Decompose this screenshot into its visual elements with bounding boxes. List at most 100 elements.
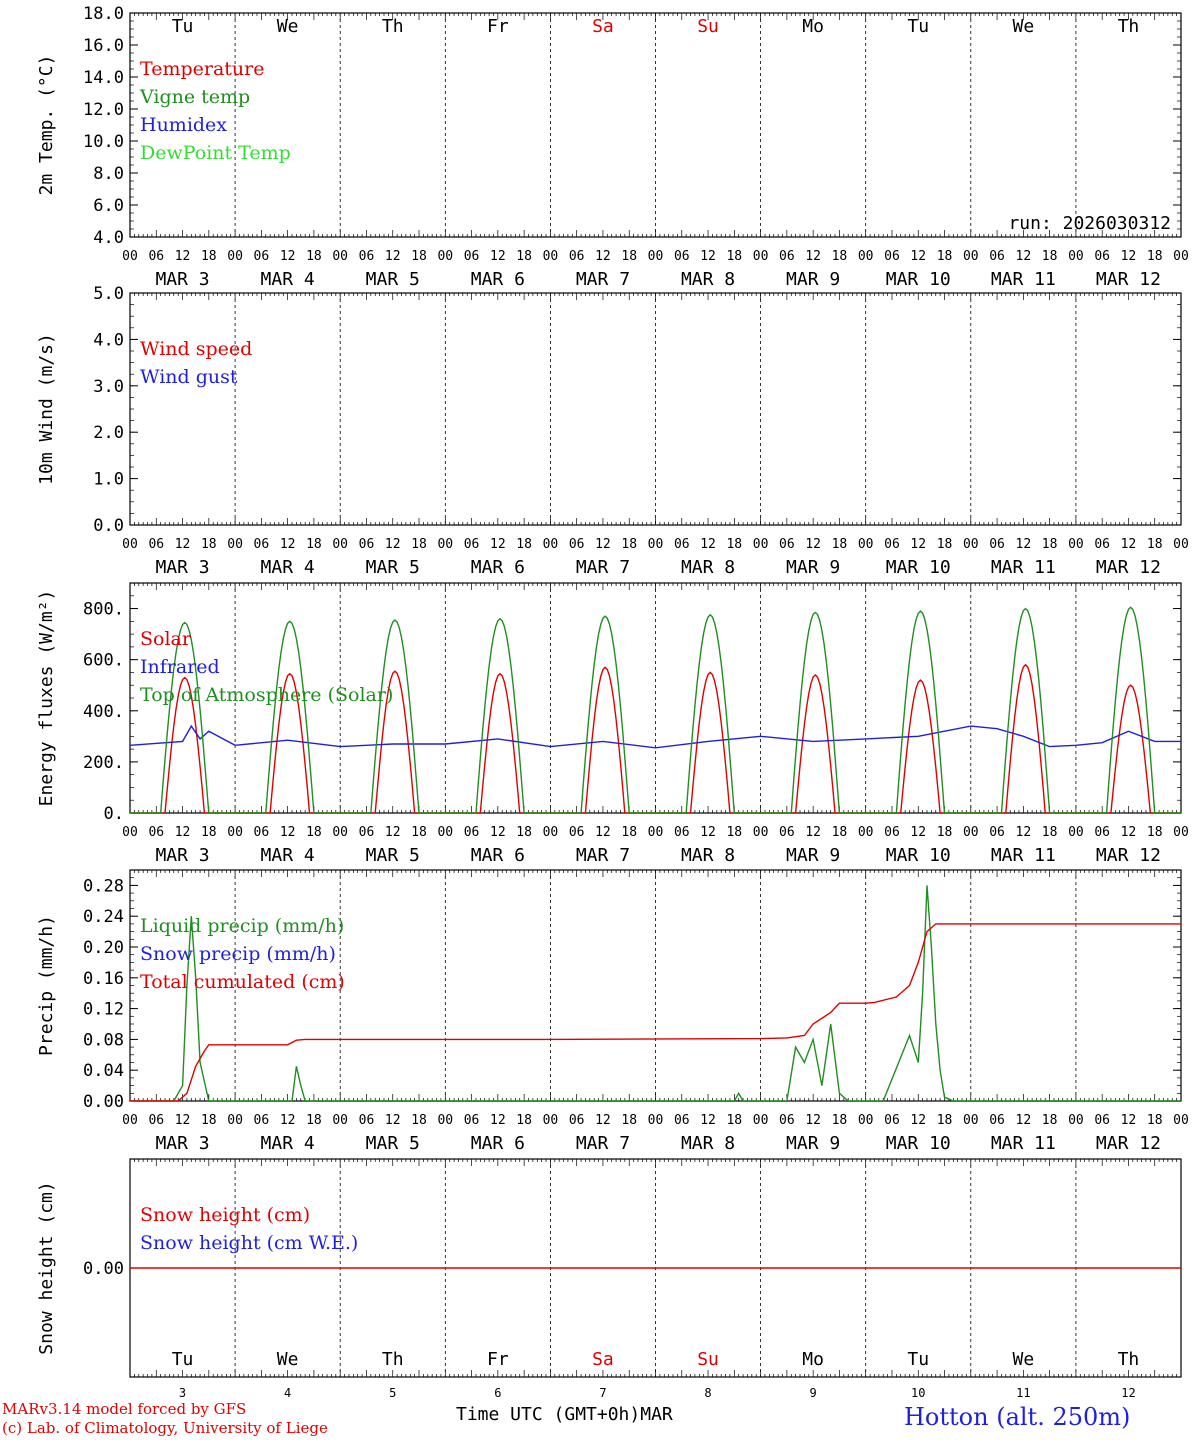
- y-tick-label: 16.0: [83, 36, 124, 56]
- day-number-label: 6: [494, 1386, 501, 1400]
- x-hour-label: 06: [884, 249, 900, 264]
- x-hour-label: 12: [490, 825, 506, 840]
- x-hour-label: 12: [1121, 1113, 1137, 1128]
- x-hour-label: 06: [254, 825, 270, 840]
- day-number-label: 5: [389, 1386, 396, 1400]
- y-tick-label: 0.: [104, 804, 124, 824]
- x-hour-label: 12: [1121, 249, 1137, 264]
- x-hour-label: 12: [700, 1113, 716, 1128]
- x-hour-label: 06: [989, 537, 1005, 552]
- x-hour-label: 12: [175, 537, 191, 552]
- x-hour-label: 18: [621, 537, 637, 552]
- x-hour-label: 00: [648, 1113, 664, 1128]
- x-day-label: MAR 9: [786, 269, 840, 290]
- weekday-label: Fr: [487, 16, 509, 37]
- series-line-infrared: [130, 724, 1181, 749]
- legend-entry: Temperature: [140, 58, 264, 80]
- weekday-label: We: [277, 1349, 299, 1370]
- x-day-label: MAR 3: [155, 845, 209, 866]
- x-hour-label: 00: [437, 249, 453, 264]
- y-tick-label: 4.0: [93, 330, 124, 350]
- legend-entry: Wind speed: [140, 338, 252, 360]
- x-day-label: MAR 5: [366, 845, 420, 866]
- x-hour-label: 00: [963, 249, 979, 264]
- x-hour-label: 00: [753, 537, 769, 552]
- x-hour-label: 06: [569, 537, 585, 552]
- x-hour-label: 18: [832, 249, 848, 264]
- legend-entry: Humidex: [140, 114, 227, 136]
- x-hour-label: 12: [490, 537, 506, 552]
- x-hour-label: 00: [543, 537, 559, 552]
- x-hour-label: 06: [674, 825, 690, 840]
- x-hour-label: 06: [989, 1113, 1005, 1128]
- series-line-total-cumulated-cm-: [130, 923, 1181, 1101]
- x-day-label: MAR 8: [681, 557, 735, 578]
- weekday-label: Th: [382, 1349, 404, 1370]
- x-hour-label: 12: [910, 1113, 926, 1128]
- x-hour-label: 18: [516, 537, 532, 552]
- x-hour-label: 00: [332, 825, 348, 840]
- x-hour-label: 18: [832, 825, 848, 840]
- x-hour-label: 00: [332, 249, 348, 264]
- weekday-label: Fr: [487, 1349, 509, 1370]
- x-day-label: MAR 3: [155, 557, 209, 578]
- y-tick-label: 200.: [83, 753, 124, 773]
- legend-entry: Wind gust: [140, 366, 238, 388]
- x-hour-label: 18: [306, 249, 322, 264]
- x-hour-label: 00: [543, 825, 559, 840]
- x-hour-label: 12: [910, 825, 926, 840]
- x-hour-label: 18: [306, 537, 322, 552]
- y-tick-label: 0.28: [83, 876, 124, 896]
- temperature-panel: 4.0 6.0 8.0 10.0 12.0 14.0 16.0 18.0 2m Temp. (°…: [36, 4, 1189, 290]
- y-tick-label: 8.0: [93, 164, 124, 184]
- x-hour-label: 18: [1042, 249, 1058, 264]
- x-hour-label: 00: [963, 537, 979, 552]
- x-hour-label: 06: [148, 249, 164, 264]
- y-tick-label: 400.: [83, 702, 124, 722]
- y-tick-label: 5.0: [93, 284, 124, 304]
- x-hour-label: 12: [805, 1113, 821, 1128]
- x-hour-label: 06: [464, 249, 480, 264]
- x-hour-label: 06: [884, 1113, 900, 1128]
- x-day-label: MAR 5: [366, 269, 420, 290]
- x-hour-label: 06: [1094, 537, 1110, 552]
- x-hour-label: 00: [227, 249, 243, 264]
- day-number-label: 11: [1016, 1386, 1030, 1400]
- x-hour-label: 12: [175, 825, 191, 840]
- x-hour-label: 12: [805, 249, 821, 264]
- x-hour-label: 12: [385, 1113, 401, 1128]
- x-day-label: MAR 9: [786, 557, 840, 578]
- x-hour-label: 00: [332, 1113, 348, 1128]
- x-hour-label: 06: [1094, 825, 1110, 840]
- x-hour-label: 12: [1016, 825, 1032, 840]
- y-tick-label: 0.12: [83, 1000, 124, 1020]
- x-hour-label: 06: [464, 825, 480, 840]
- x-day-label: MAR 7: [576, 269, 630, 290]
- x-day-label: MAR 5: [366, 1133, 420, 1154]
- weekday-label: Sa: [592, 1349, 614, 1370]
- x-day-label: MAR 4: [261, 557, 315, 578]
- x-hour-label: 18: [937, 825, 953, 840]
- series-line-liquid-precip-mm-h-: [130, 885, 1181, 1101]
- x-hour-label: 06: [884, 825, 900, 840]
- x-day-label: MAR 3: [155, 1133, 209, 1154]
- credit-model: MARv3.14 model forced by GFS: [2, 1400, 247, 1418]
- y-axis-title: 10m Wind (m/s): [36, 333, 57, 485]
- y-axis-title: Snow height (cm): [36, 1181, 57, 1354]
- y-tick-label: 0.00: [83, 1259, 124, 1279]
- x-hour-label: 18: [201, 1113, 217, 1128]
- x-hour-label: 00: [1068, 537, 1084, 552]
- x-hour-label: 12: [700, 825, 716, 840]
- x-hour-label: 00: [122, 537, 138, 552]
- x-hour-label: 12: [805, 537, 821, 552]
- x-hour-label: 18: [306, 1113, 322, 1128]
- x-hour-label: 00: [858, 1113, 874, 1128]
- x-hour-label: 06: [674, 1113, 690, 1128]
- weekday-label: Su: [697, 16, 719, 37]
- x-hour-label: 18: [411, 825, 427, 840]
- x-hour-label: 06: [674, 249, 690, 264]
- x-day-label: MAR 8: [681, 1133, 735, 1154]
- x-hour-label: 18: [937, 249, 953, 264]
- day-number-label: 7: [599, 1386, 606, 1400]
